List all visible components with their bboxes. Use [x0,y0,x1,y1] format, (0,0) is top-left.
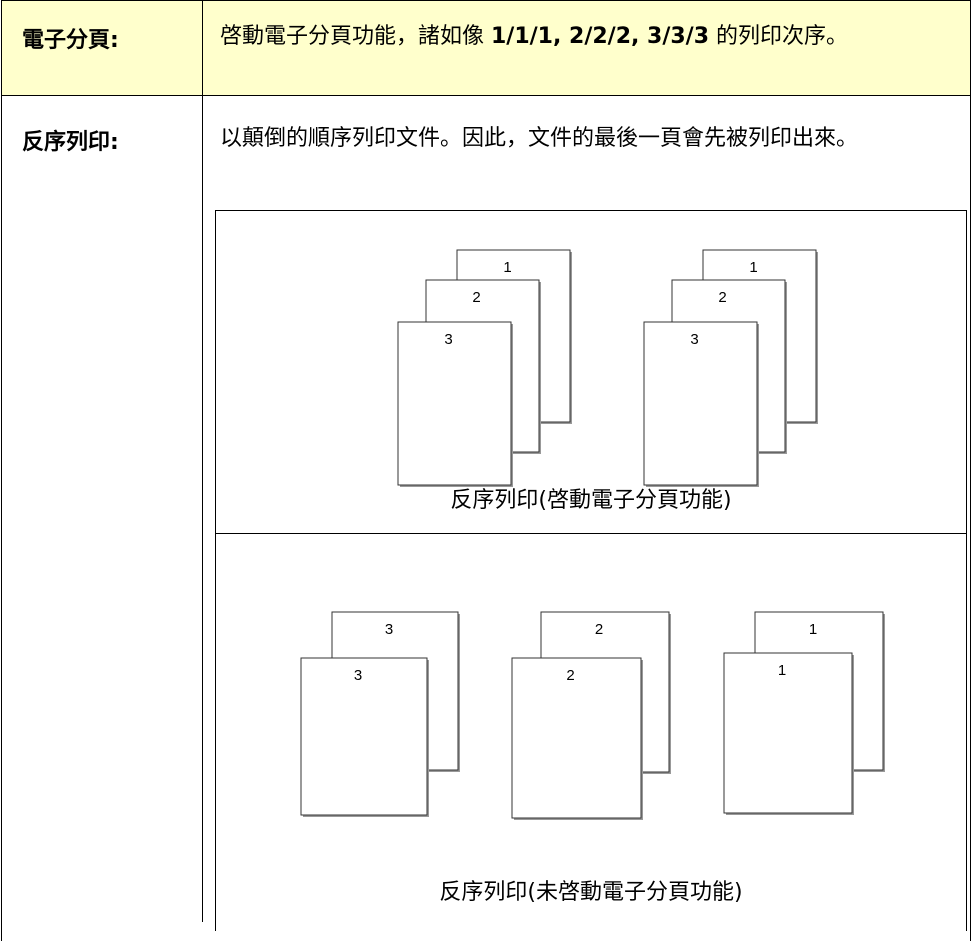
page [643,321,758,486]
page-number: 3 [354,667,362,684]
page [723,652,853,814]
page-number: 1 [778,662,786,679]
figure-divider [215,533,967,534]
page-number: 1 [749,259,757,276]
figures: 1 2 3 1 2 3 3 3 2 2 1 1 [300,249,885,820]
page-number: 1 [503,259,511,276]
page [397,321,512,486]
row-bg [1,0,971,95]
figure-frame [215,210,967,931]
row-label: 反序列印: [22,130,119,155]
page-number: 1 [809,621,817,638]
figure-caption: 反序列印(啓動電子分頁功能) [450,488,732,513]
row-text: 啓動電子分頁功能，諸如像 1/1/1, 2/2/2, 3/3/3 的列印次序。 [220,20,940,53]
text: 的列印次序。 [709,24,849,49]
text-bold: 1/1/1, 2/2/2, 3/3/3 [491,24,710,49]
page-number: 2 [718,289,726,306]
page-number: 2 [595,621,603,638]
page-number: 3 [690,331,698,348]
row-text: 以顛倒的順序列印文件。因此，文件的最後一頁會先被列印出來。 [220,122,940,155]
page-number: 3 [385,621,393,638]
page [511,657,642,819]
page [300,657,428,816]
page-number: 2 [566,667,574,684]
text: 以顛倒的順序列印文件。因此，文件的最後一頁會先被列印出來。 [220,126,859,151]
text: 啓動電子分頁功能，諸如像 [220,24,491,49]
figure-caption: 反序列印(未啓動電子分頁功能) [439,880,743,905]
page-number: 2 [472,289,480,306]
row-label: 電子分頁: [22,28,119,53]
col-divider [202,0,203,922]
page-number: 3 [444,331,452,348]
row-divider [1,95,971,96]
